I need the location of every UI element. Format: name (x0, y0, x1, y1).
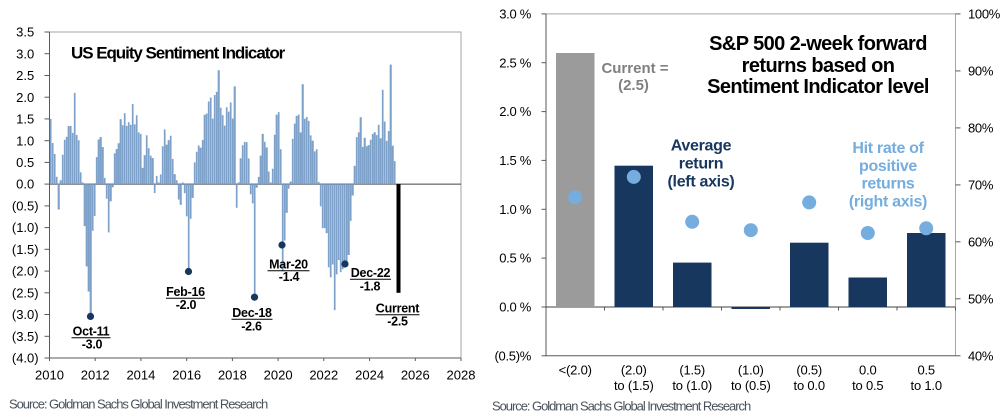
svg-text:50%: 50% (968, 291, 994, 306)
svg-text:(1.0): (1.0) (738, 363, 764, 378)
svg-text:2020: 2020 (264, 368, 293, 383)
svg-text:(0.5)%: (0.5)% (495, 348, 532, 363)
svg-text:2.5 %: 2.5 % (499, 55, 531, 70)
svg-text:Average: Average (671, 138, 732, 155)
svg-text:1.0 %: 1.0 % (499, 202, 531, 217)
svg-text:100%: 100% (968, 7, 1001, 22)
svg-text:0.5: 0.5 (917, 363, 934, 378)
svg-text:0.0 %: 0.0 % (499, 300, 531, 315)
svg-text:2024: 2024 (355, 368, 384, 383)
svg-text:US Equity Sentiment Indicator: US Equity Sentiment Indicator (71, 44, 286, 63)
svg-text:<(2.0): <(2.0) (559, 363, 592, 378)
svg-text:-2.0: -2.0 (176, 298, 197, 312)
svg-text:2010: 2010 (35, 368, 64, 383)
svg-text:to (1.0): to (1.0) (672, 378, 712, 393)
svg-text:returns: returns (861, 176, 914, 193)
svg-text:Mar-20: Mar-20 (269, 258, 308, 272)
svg-text:2028: 2028 (447, 368, 476, 383)
svg-text:Oct-11: Oct-11 (73, 325, 110, 339)
svg-text:(left axis): (left axis) (668, 173, 735, 190)
svg-text:0.0: 0.0 (16, 177, 34, 192)
svg-text:(2.5): (2.5) (12, 285, 39, 300)
svg-text:(1.0): (1.0) (12, 220, 39, 235)
svg-text:-2.6: -2.6 (241, 320, 262, 334)
svg-text:1.0: 1.0 (16, 133, 34, 148)
svg-text:to 0.0: to 0.0 (794, 378, 825, 393)
svg-text:3.5: 3.5 (16, 25, 34, 40)
svg-text:40%: 40% (968, 348, 994, 363)
svg-text:(1.5): (1.5) (12, 242, 39, 257)
svg-text:0.5 %: 0.5 % (499, 251, 531, 266)
svg-text:(right axis): (right axis) (849, 194, 927, 211)
svg-text:Sentiment Indicator level: Sentiment Indicator level (707, 76, 929, 98)
svg-text:-1.4: -1.4 (279, 270, 300, 284)
svg-text:1.5: 1.5 (16, 112, 34, 127)
svg-text:Source: Goldman Sachs Global I: Source: Goldman Sachs Global Investment … (9, 397, 268, 412)
svg-text:(1.5): (1.5) (679, 363, 705, 378)
svg-text:2012: 2012 (81, 368, 110, 383)
svg-text:90%: 90% (968, 64, 994, 79)
svg-text:Feb-16: Feb-16 (166, 285, 205, 299)
svg-text:2.0 %: 2.0 % (499, 104, 531, 119)
svg-text:returns based on: returns based on (742, 55, 895, 77)
svg-text:3.0 %: 3.0 % (499, 7, 531, 22)
svg-text:Current =: Current = (601, 60, 668, 77)
svg-text:(2.0): (2.0) (621, 363, 647, 378)
svg-text:to 1.0: to 1.0 (911, 378, 942, 393)
svg-text:2014: 2014 (126, 368, 155, 383)
svg-text:3.0: 3.0 (16, 46, 34, 61)
svg-text:Source: Goldman Sachs Global I: Source: Goldman Sachs Global Investment … (492, 398, 751, 413)
svg-text:(2.0): (2.0) (12, 264, 39, 279)
svg-text:60%: 60% (968, 234, 994, 249)
svg-text:S&P 500 2-week forward: S&P 500 2-week forward (709, 33, 927, 55)
svg-text:to (1.5): to (1.5) (614, 378, 654, 393)
svg-text:(3.0): (3.0) (12, 307, 39, 322)
svg-text:positive: positive (859, 158, 917, 175)
svg-text:2.0: 2.0 (16, 90, 34, 105)
svg-text:(4.0): (4.0) (12, 351, 39, 366)
svg-text:Dec-22: Dec-22 (351, 266, 391, 280)
svg-text:to 0.5: to 0.5 (852, 378, 883, 393)
svg-text:to (0.5): to (0.5) (731, 378, 771, 393)
svg-text:2018: 2018 (218, 368, 247, 383)
svg-text:Hit rate of: Hit rate of (852, 140, 924, 157)
svg-text:(0.5): (0.5) (796, 363, 822, 378)
svg-text:80%: 80% (968, 121, 994, 136)
svg-text:2.5: 2.5 (16, 68, 34, 83)
svg-text:-1.8: -1.8 (360, 280, 381, 294)
svg-text:0.5: 0.5 (16, 155, 34, 170)
svg-text:70%: 70% (968, 178, 994, 193)
svg-text:2026: 2026 (401, 368, 430, 383)
svg-text:-2.5: -2.5 (387, 315, 408, 329)
svg-text:(2.5): (2.5) (618, 77, 649, 94)
svg-text:(0.5): (0.5) (12, 199, 39, 214)
svg-text:1.5 %: 1.5 % (499, 153, 531, 168)
svg-text:0.0: 0.0 (859, 363, 876, 378)
svg-text:-3.0: -3.0 (82, 338, 103, 352)
svg-text:return: return (679, 156, 723, 173)
svg-text:2016: 2016 (172, 368, 201, 383)
svg-text:(3.5): (3.5) (12, 329, 39, 344)
svg-text:Dec-18: Dec-18 (232, 306, 272, 320)
svg-text:Current: Current (376, 302, 420, 316)
svg-text:2022: 2022 (309, 368, 338, 383)
